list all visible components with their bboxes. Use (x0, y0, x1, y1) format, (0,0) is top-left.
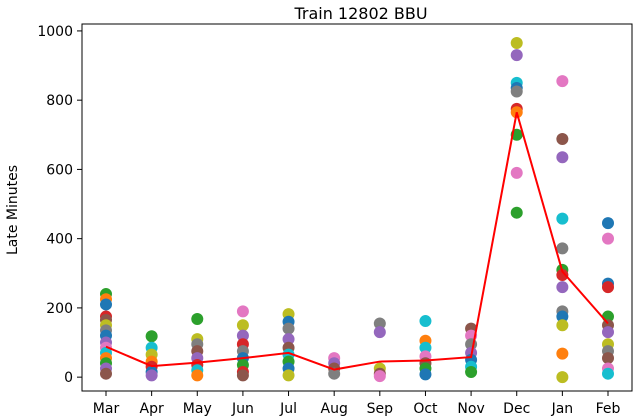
scatter-point (556, 212, 569, 225)
scatter-point (236, 319, 249, 332)
y-tick-label: 200 (46, 301, 73, 317)
scatter-point (419, 315, 432, 328)
x-tick-label: Oct (413, 401, 438, 417)
scatter-point (373, 326, 386, 339)
scatter-point (556, 151, 569, 164)
scatter-point (510, 85, 523, 98)
scatter-point (602, 352, 614, 365)
y-axis-label: Late Minutes (5, 165, 21, 255)
series-line (105, 112, 609, 371)
x-tick-label: Sep (367, 401, 394, 417)
scatter-point (556, 371, 569, 384)
scatter-point (510, 166, 523, 179)
x-tick-label: Jun (231, 401, 254, 417)
plot-frame (81, 23, 633, 392)
x-tick-label: May (183, 401, 212, 417)
average-line (105, 112, 609, 371)
scatter-point (282, 333, 295, 346)
y-tick-label: 800 (46, 93, 73, 109)
scatter-point (602, 232, 614, 245)
scatter-point (419, 368, 432, 381)
scatter-point (100, 367, 112, 380)
scatter-point (236, 329, 249, 342)
axis-ticks: 0 200 400 600 800 1000 Mar Apr May Jun Jul Aug Sep Oc… (37, 24, 620, 417)
x-tick-label: Nov (457, 401, 484, 417)
scatter-point (373, 317, 386, 330)
scatter-point (145, 369, 158, 382)
y-tick-label: 0 (64, 370, 73, 386)
x-tick-label: Feb (596, 401, 621, 417)
x-tick-label: Mar (93, 401, 120, 417)
scatter-point (282, 369, 295, 382)
scatter-point (100, 298, 112, 311)
scatter-point (556, 132, 569, 145)
y-tick-label: 400 (46, 232, 73, 248)
scatter-point (556, 347, 569, 360)
scatter-point (510, 37, 523, 50)
scatter-point (191, 369, 204, 382)
y-tick-label: 1000 (37, 24, 73, 40)
scatter-point (556, 281, 569, 294)
y-tick-label: 600 (46, 162, 73, 178)
scatter-point (556, 269, 569, 282)
scatter-point (282, 322, 295, 335)
scatter-point (510, 49, 523, 62)
scatter-point (419, 341, 432, 354)
scatter-point (556, 319, 569, 332)
scatter-point (510, 206, 523, 219)
scatter-point (191, 312, 204, 325)
chart-title: Train 12802 BBU (293, 4, 427, 23)
scatter-point (465, 365, 478, 378)
scatter-point (236, 369, 249, 382)
x-tick-label: Aug (321, 401, 348, 417)
scatter-point (602, 281, 614, 294)
x-tick-label: Apr (140, 401, 164, 417)
x-tick-label: Jul (279, 401, 297, 417)
scatter-point (556, 75, 569, 88)
scatter-point (328, 367, 341, 380)
x-tick-label: Dec (503, 401, 530, 417)
scatter-point (373, 370, 386, 383)
scatter-point (602, 326, 614, 339)
scatter-points (100, 37, 614, 384)
scatter-point (602, 367, 614, 380)
scatter-point (556, 310, 569, 323)
scatter-point (236, 305, 249, 318)
scatter-point (556, 242, 569, 255)
scatter-point (145, 330, 158, 343)
scatter-point (602, 217, 614, 230)
x-tick-label: Jan (551, 401, 574, 417)
